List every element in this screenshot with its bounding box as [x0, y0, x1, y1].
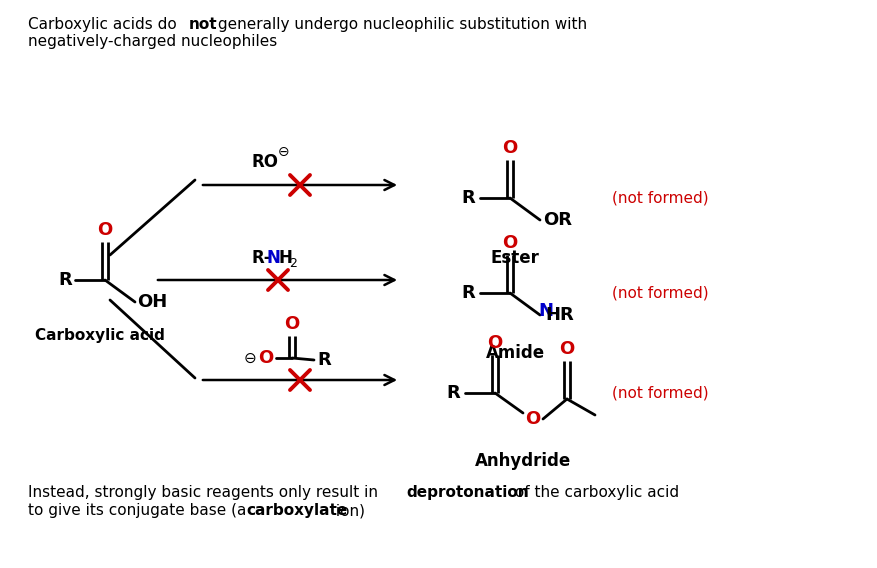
Text: Anhydride: Anhydride — [474, 452, 570, 470]
Text: O: O — [524, 410, 540, 428]
Text: O: O — [97, 221, 112, 239]
Text: R: R — [317, 351, 331, 369]
Text: Carboxylic acid: Carboxylic acid — [35, 328, 165, 343]
Text: OH: OH — [137, 293, 167, 311]
Text: O: O — [502, 234, 517, 252]
Text: Ester: Ester — [490, 249, 538, 267]
Text: N: N — [538, 302, 553, 320]
Text: 2: 2 — [289, 257, 296, 269]
Text: deprotonation: deprotonation — [405, 486, 528, 500]
Text: R: R — [446, 384, 460, 402]
Text: O: O — [502, 139, 517, 157]
Text: generally undergo nucleophilic substitution with: generally undergo nucleophilic substitut… — [213, 16, 587, 31]
Text: (not formed): (not formed) — [611, 286, 708, 300]
Text: (not formed): (not formed) — [611, 386, 708, 400]
Text: R-: R- — [252, 249, 271, 267]
Text: RO: RO — [252, 153, 279, 171]
Text: carboxylate: carboxylate — [246, 503, 347, 519]
Text: R: R — [460, 284, 474, 302]
Text: Instead, strongly basic reagents only result in: Instead, strongly basic reagents only re… — [28, 486, 382, 500]
Text: ⊖: ⊖ — [278, 145, 289, 159]
Text: O: O — [258, 349, 274, 367]
Text: R: R — [460, 189, 474, 207]
Text: N: N — [267, 249, 281, 267]
Text: of the carboxylic acid: of the carboxylic acid — [510, 486, 678, 500]
Text: Carboxylic acids do: Carboxylic acids do — [28, 16, 182, 31]
Text: negatively-charged nucleophiles: negatively-charged nucleophiles — [28, 34, 277, 48]
Text: ion): ion) — [331, 503, 365, 519]
Text: ⊖: ⊖ — [243, 350, 256, 365]
Text: OR: OR — [543, 211, 572, 229]
Text: O: O — [487, 334, 502, 352]
Text: O: O — [284, 315, 299, 333]
Text: to give its conjugate base (a: to give its conjugate base (a — [28, 503, 251, 519]
Text: R: R — [58, 271, 72, 289]
Text: HR: HR — [545, 306, 574, 324]
Text: (not formed): (not formed) — [611, 190, 708, 206]
Text: Amide: Amide — [485, 344, 544, 362]
Text: not: not — [189, 16, 217, 31]
Text: H: H — [279, 249, 293, 267]
Text: O: O — [559, 340, 574, 358]
